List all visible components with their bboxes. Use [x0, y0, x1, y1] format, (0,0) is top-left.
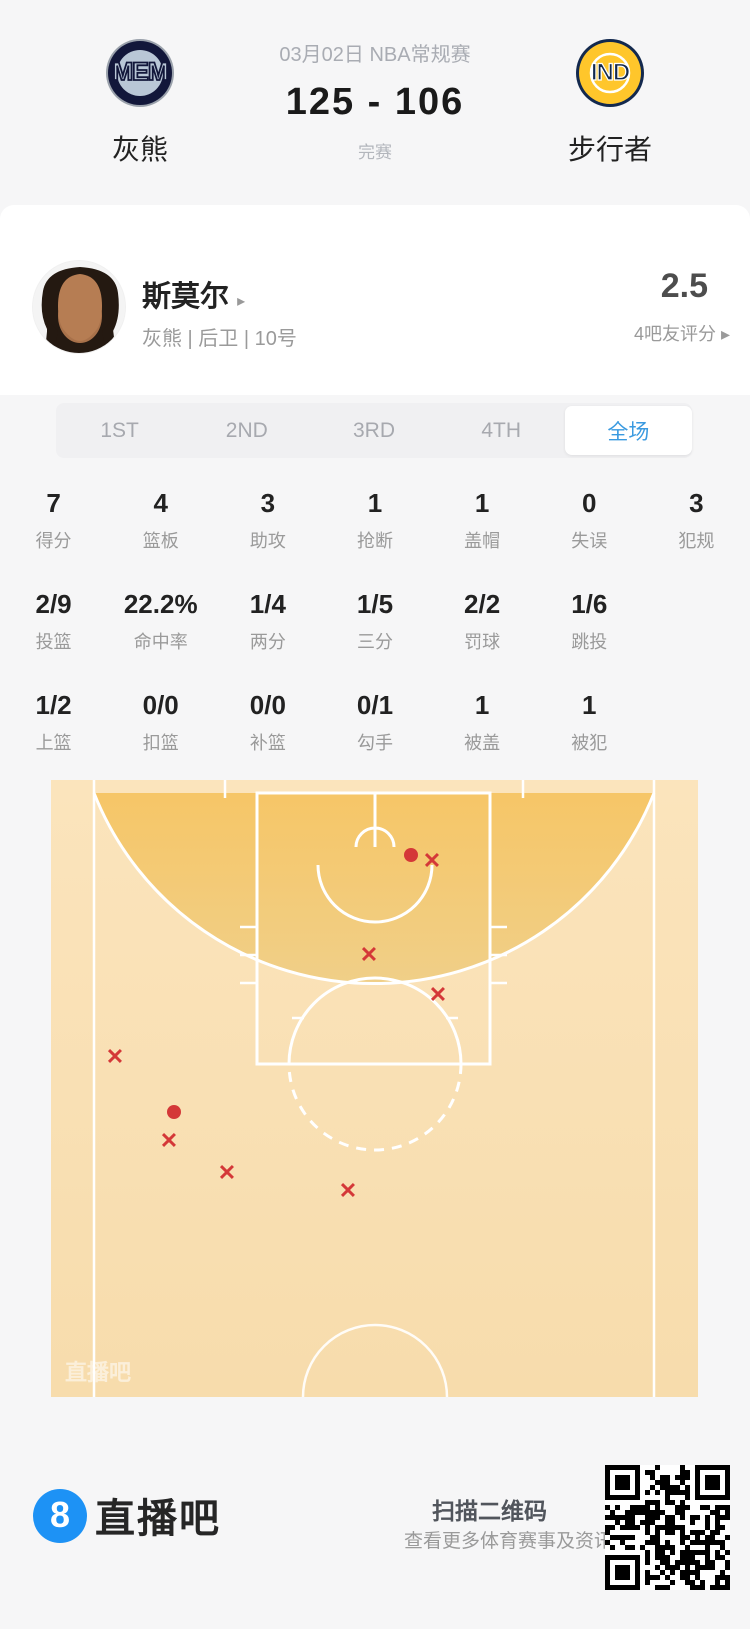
svg-text:✕: ✕: [360, 942, 378, 967]
svg-text:✕: ✕: [339, 1178, 357, 1203]
svg-text:直播吧: 直播吧: [65, 1360, 131, 1385]
svg-text:✕: ✕: [218, 1160, 236, 1185]
svg-text:✕: ✕: [160, 1128, 178, 1153]
svg-text:✕: ✕: [106, 1044, 124, 1069]
svg-text:8: 8: [50, 1494, 70, 1535]
svg-text:✕: ✕: [423, 848, 441, 873]
svg-text:✕: ✕: [429, 982, 447, 1007]
